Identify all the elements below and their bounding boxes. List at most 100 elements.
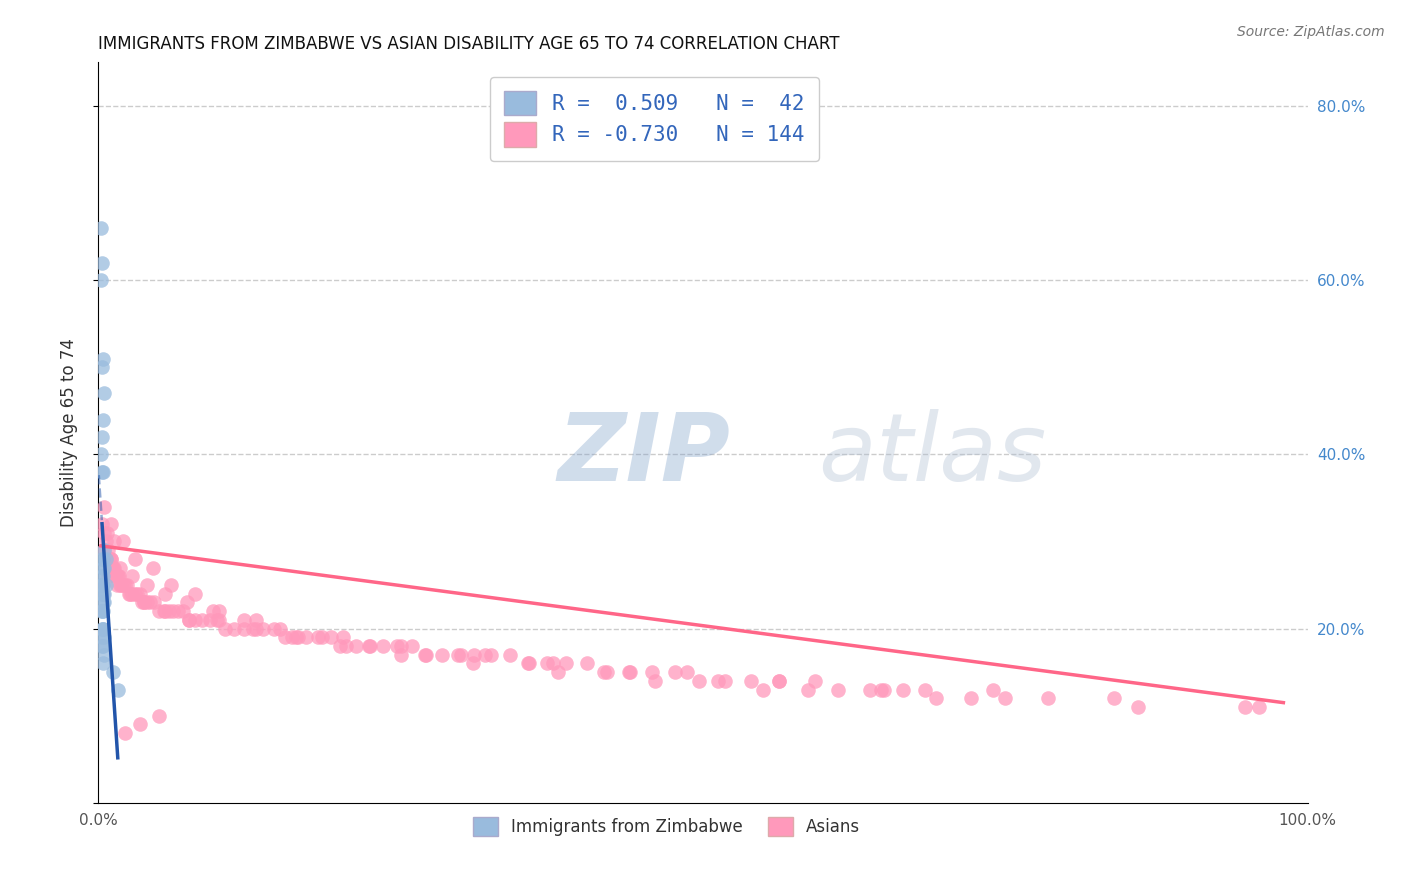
Point [93, 630, 115, 644]
Point [498, 648, 520, 662]
Point [413, 648, 436, 662]
Point [94, 552, 117, 566]
Point [176, 595, 198, 609]
Point [688, 673, 710, 688]
Point [329, 639, 352, 653]
Point [91, 587, 114, 601]
Point [134, 595, 156, 609]
Point [118, 587, 141, 601]
Point [100, 552, 122, 566]
Point [1233, 700, 1256, 714]
Point [1249, 700, 1271, 714]
Point [93, 587, 115, 601]
Point [91, 622, 114, 636]
Point [450, 648, 472, 662]
Point [536, 657, 558, 671]
Point [994, 691, 1017, 706]
Point [153, 604, 176, 618]
Point [90, 221, 112, 235]
Point [430, 648, 453, 662]
Point [619, 665, 641, 680]
Point [198, 613, 221, 627]
Point [96, 525, 118, 540]
Point [474, 648, 496, 662]
Point [619, 665, 641, 680]
Point [107, 682, 129, 697]
Point [105, 578, 128, 592]
Point [93, 595, 115, 609]
Point [960, 691, 983, 706]
Point [124, 587, 146, 601]
Point [91, 657, 114, 671]
Point [100, 552, 122, 566]
Point [869, 682, 891, 697]
Point [100, 560, 122, 574]
Point [981, 682, 1004, 697]
Point [91, 604, 114, 618]
Text: IMMIGRANTS FROM ZIMBABWE VS ASIAN DISABILITY AGE 65 TO 74 CORRELATION CHART: IMMIGRANTS FROM ZIMBABWE VS ASIAN DISABI… [98, 35, 839, 53]
Point [389, 648, 412, 662]
Point [98, 552, 121, 566]
Point [108, 578, 131, 592]
Point [91, 552, 114, 566]
Point [284, 630, 307, 644]
Point [311, 630, 333, 644]
Point [104, 569, 127, 583]
Text: Source: ZipAtlas.com: Source: ZipAtlas.com [1237, 25, 1385, 39]
Point [252, 622, 274, 636]
Point [232, 613, 254, 627]
Point [172, 604, 194, 618]
Point [804, 673, 827, 688]
Point [269, 622, 291, 636]
Point [516, 657, 538, 671]
Point [344, 639, 367, 653]
Point [242, 622, 264, 636]
Point [319, 630, 342, 644]
Point [208, 604, 231, 618]
Point [103, 534, 125, 549]
Point [97, 543, 120, 558]
Point [91, 465, 114, 479]
Point [91, 630, 114, 644]
Point [401, 639, 423, 653]
Point [914, 682, 936, 697]
Point [91, 578, 114, 592]
Point [91, 360, 114, 375]
Point [131, 595, 153, 609]
Point [91, 560, 114, 574]
Point [359, 639, 381, 653]
Point [93, 386, 115, 401]
Point [135, 595, 157, 609]
Point [111, 534, 134, 549]
Point [152, 604, 174, 618]
Point [891, 682, 914, 697]
Point [463, 648, 485, 662]
Point [97, 569, 120, 583]
Point [752, 682, 775, 697]
Point [415, 648, 437, 662]
Point [157, 604, 180, 618]
Point [179, 613, 201, 627]
Point [93, 560, 115, 574]
Legend: Immigrants from Zimbabwe, Asians: Immigrants from Zimbabwe, Asians [463, 807, 870, 847]
Point [101, 560, 124, 574]
Point [214, 622, 236, 636]
Point [1036, 691, 1059, 706]
Point [91, 578, 114, 592]
Point [575, 657, 598, 671]
Point [167, 604, 190, 618]
Point [371, 639, 394, 653]
Point [117, 578, 139, 592]
Point [153, 587, 176, 601]
Text: atlas: atlas [818, 409, 1046, 500]
Point [389, 639, 412, 653]
Point [148, 708, 170, 723]
Point [103, 560, 125, 574]
Point [332, 630, 354, 644]
Point [273, 630, 295, 644]
Point [139, 595, 162, 609]
Point [127, 587, 149, 601]
Point [124, 552, 146, 566]
Point [108, 560, 131, 574]
Point [91, 587, 114, 601]
